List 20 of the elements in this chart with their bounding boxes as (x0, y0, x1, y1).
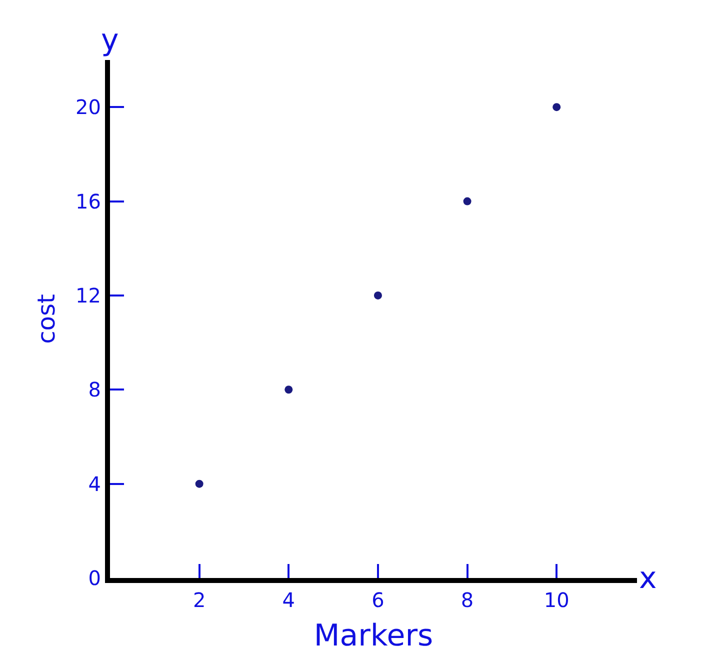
x-tick-label: 2 (192, 588, 206, 612)
x-axis-title: Markers (314, 618, 434, 654)
point (284, 386, 293, 394)
point (374, 291, 382, 300)
y-tick-label: 20 (76, 95, 101, 120)
y-tick-label: 16 (76, 189, 101, 214)
y-tick-label: 12 (76, 283, 101, 308)
y-tick-label: 0 (88, 566, 101, 590)
y-tick-label: 8 (88, 378, 101, 402)
x-tick-label: 8 (460, 588, 474, 612)
x-tick-label: 4 (282, 588, 296, 612)
x-tick-label: 6 (372, 588, 384, 612)
y-tick-label: 4 (88, 472, 101, 496)
point (195, 480, 204, 488)
x-tick-label: 10 (544, 588, 570, 612)
text: x (639, 561, 657, 596)
point (463, 197, 472, 206)
point (552, 103, 561, 112)
text: y (101, 23, 119, 58)
y-axis-title: cost (32, 294, 61, 344)
